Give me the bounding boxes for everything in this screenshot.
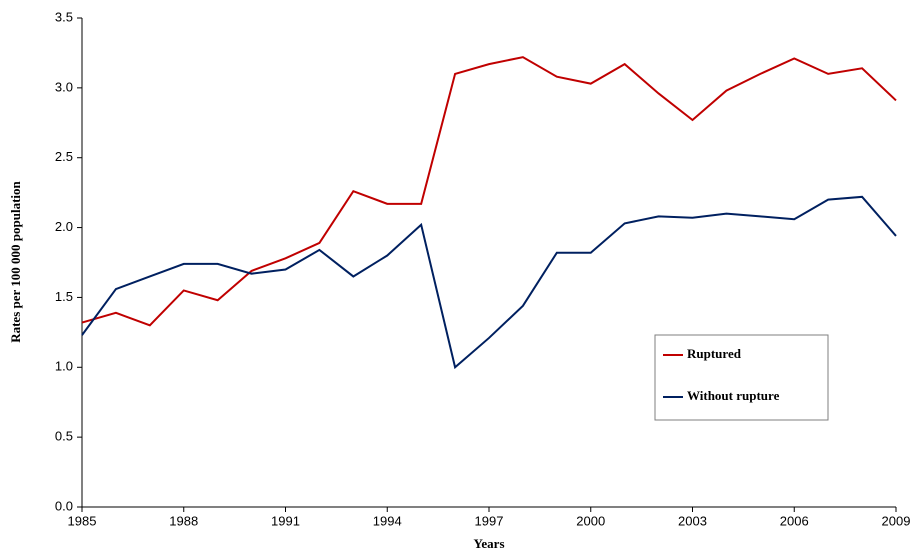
- x-axis-title: Years: [473, 536, 504, 551]
- y-tick-label: 1.5: [55, 289, 73, 304]
- x-tick-label: 1991: [271, 513, 300, 528]
- x-tick-label: 1997: [475, 513, 504, 528]
- series-line: [81, 195, 897, 370]
- y-tick-label: 1.0: [55, 359, 73, 374]
- y-tick-label: 2.5: [55, 149, 73, 164]
- y-tick-label: 0.5: [55, 429, 73, 444]
- y-tick-label: 0.0: [55, 498, 73, 513]
- x-tick-label: 2009: [882, 513, 911, 528]
- y-tick-label: 2.0: [55, 219, 73, 234]
- y-tick-label: 3.0: [55, 79, 73, 94]
- legend-label: Without rupture: [687, 388, 780, 403]
- x-tick-label: 2000: [576, 513, 605, 528]
- x-tick-label: 2006: [780, 513, 809, 528]
- x-tick-label: 1988: [169, 513, 198, 528]
- legend-box: [654, 334, 829, 421]
- legend-label: Ruptured: [687, 346, 742, 361]
- y-axis-title: Rates per 100 000 population: [8, 180, 23, 342]
- series-line: [81, 56, 897, 327]
- x-tick-label: 1994: [373, 513, 402, 528]
- x-tick-label: 2003: [678, 513, 707, 528]
- x-tick-label: 1985: [68, 513, 97, 528]
- y-tick-label: 3.5: [55, 9, 73, 24]
